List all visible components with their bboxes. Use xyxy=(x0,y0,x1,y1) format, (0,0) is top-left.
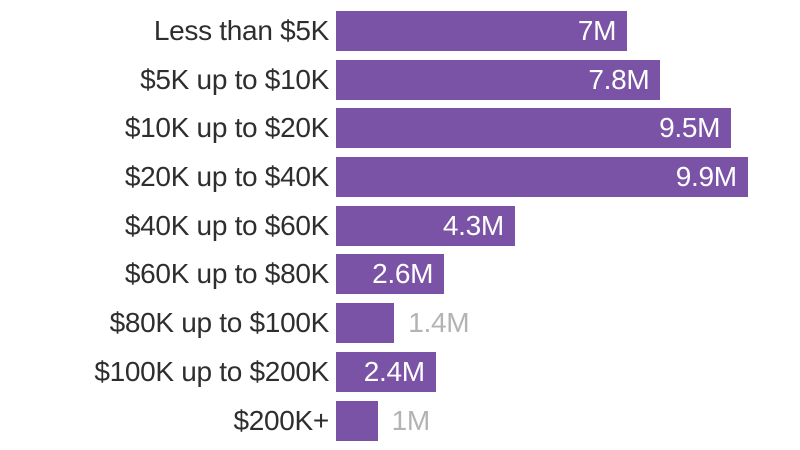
bar-area: 4.3M xyxy=(336,205,800,246)
category-label: $10K up to $20K xyxy=(124,112,329,144)
bar-row: $60K up to $80K 2.6M xyxy=(0,254,800,295)
bar: 7M xyxy=(336,11,628,51)
bar xyxy=(336,303,395,344)
bar-area: 7.8M xyxy=(336,59,800,100)
category-label: $80K up to $100K xyxy=(109,307,330,339)
category-label: $100K up to $200K xyxy=(94,355,329,387)
value-label: 2.4M xyxy=(363,355,425,387)
value-label: 9.9M xyxy=(675,161,737,193)
value-label: 2.6M xyxy=(372,258,434,290)
bar-area: 9.9M xyxy=(336,157,800,198)
bar-area: 7M xyxy=(336,11,800,51)
bar-area: 1M xyxy=(336,400,800,441)
value-label: 7.8M xyxy=(588,63,650,95)
bar-area: 2.4M xyxy=(336,351,800,392)
bar-row: $80K up to $100K 1.4M xyxy=(0,303,800,344)
bar: 7.8M xyxy=(336,59,661,100)
bar-row: $100K up to $200K 2.4M xyxy=(0,351,800,392)
bar: 2.6M xyxy=(336,254,445,295)
bar-row: Less than $5K 7M xyxy=(0,11,800,51)
value-label: 4.3M xyxy=(442,209,504,241)
category-label: $60K up to $80K xyxy=(124,258,329,290)
category-label: $20K up to $40K xyxy=(124,161,329,193)
bar-row: $20K up to $40K 9.9M xyxy=(0,157,800,198)
bar-row: $10K up to $20K 9.5M xyxy=(0,108,800,149)
category-label: $5K up to $10K xyxy=(140,63,329,95)
value-label: 1M xyxy=(391,404,431,436)
value-label: 9.5M xyxy=(659,112,721,144)
category-label: $200K+ xyxy=(233,404,329,436)
bar-row: $40K up to $60K 4.3M xyxy=(0,205,800,246)
bar-area: 2.6M xyxy=(336,254,800,295)
value-label: 1.4M xyxy=(408,307,470,339)
bar-area: 1.4M xyxy=(336,303,800,344)
bar-row: $5K up to $10K 7.8M xyxy=(0,59,800,100)
bar: 9.5M xyxy=(336,108,732,149)
bar: 4.3M xyxy=(336,205,515,246)
bar-area: 9.5M xyxy=(336,108,800,149)
bar xyxy=(336,400,378,441)
value-label: 7M xyxy=(577,15,617,46)
bar: 2.4M xyxy=(336,351,436,392)
bar: 9.9M xyxy=(336,157,748,198)
bar-row: $200K+ 1M xyxy=(0,400,800,441)
category-label: Less than $5K xyxy=(153,15,329,46)
category-label: $40K up to $60K xyxy=(124,209,329,241)
